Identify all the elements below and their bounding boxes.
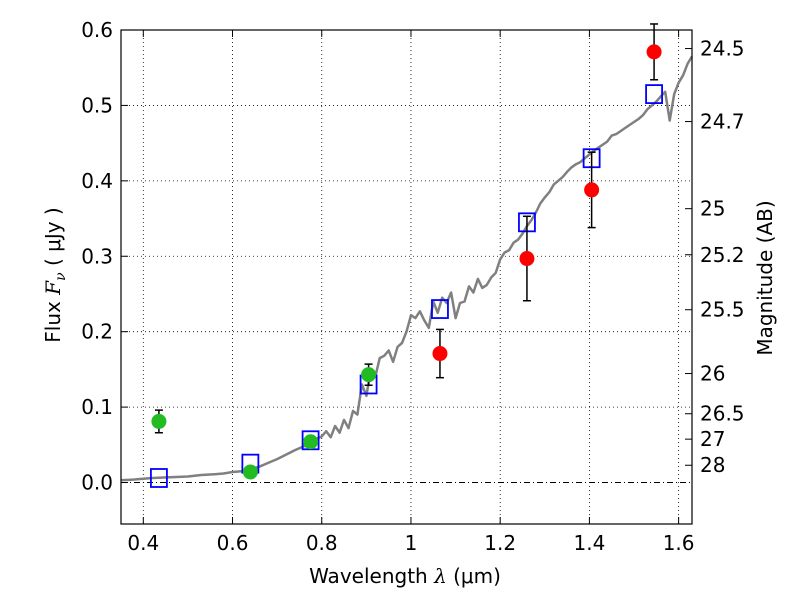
plot-frame (120, 29, 693, 525)
y2-tick-label: 24.5 (700, 37, 745, 61)
x-tick-label: 1.2 (484, 531, 516, 555)
grid-lines (121, 29, 692, 524)
optical-data-point (361, 367, 377, 383)
y2-tick-label: 26.5 (700, 402, 745, 426)
y-tick-label: 0.6 (81, 18, 113, 42)
y2-tick-label: 25 (700, 197, 725, 221)
x-tick-label: 0.6 (217, 531, 249, 555)
model-photometry-square (431, 299, 449, 319)
y-tick-label: 0.3 (81, 244, 113, 268)
x-tick-label: 0.8 (306, 531, 338, 555)
nir-data-point (646, 44, 662, 60)
y2-tick-label: 27 (700, 427, 725, 451)
spectrum-line (120, 55, 694, 482)
y-tick-label: 0.4 (81, 169, 113, 193)
y-tick-label: 0.1 (81, 395, 113, 419)
y2-tick-label: 25.5 (700, 298, 745, 322)
optical-data-point (303, 434, 319, 450)
y-axis-subscript: ν (53, 272, 69, 281)
y-tick-label: 0.5 (81, 93, 113, 117)
nir-data-point (432, 346, 448, 362)
y2-tick-label: 25.2 (700, 243, 745, 267)
x-axis-label: Wavelength λ (μm) (309, 564, 501, 588)
photometry-markers (150, 23, 663, 488)
model-spectrum (120, 55, 694, 482)
nir-data-point (584, 182, 600, 198)
y-axis-label: Flux Fν ( μJy ) (41, 207, 69, 342)
y-tick-label: 0.0 (81, 471, 113, 495)
x-tick-label: 1 (405, 531, 418, 555)
y2-tick-label: 26 (700, 362, 725, 386)
x-tick-label: 1.6 (663, 531, 695, 555)
x-axis-ticks: 0.4 0.6 0.8 1 1.2 1.4 1.6 (127, 30, 695, 555)
nir-data-point (519, 251, 535, 267)
model-photometry-square (645, 84, 663, 105)
x-axis-symbol: λ (433, 564, 447, 588)
y2-tick-label: 24.7 (700, 110, 745, 134)
y2-tick-label: 28 (700, 453, 725, 477)
x-tick-label: 1.4 (573, 531, 605, 555)
model-photometry-square (150, 468, 168, 488)
x-tick-label: 0.4 (127, 531, 159, 555)
y-axis-symbol: F (41, 280, 65, 296)
y2-axis-label: Magnitude (AB) (753, 200, 777, 355)
y-tick-label: 0.2 (81, 320, 113, 344)
optical-data-point (151, 413, 167, 429)
optical-data-point (242, 464, 258, 480)
y-axis-ticks: 0.0 0.1 0.2 0.3 0.4 0.5 0.6 (81, 18, 128, 495)
